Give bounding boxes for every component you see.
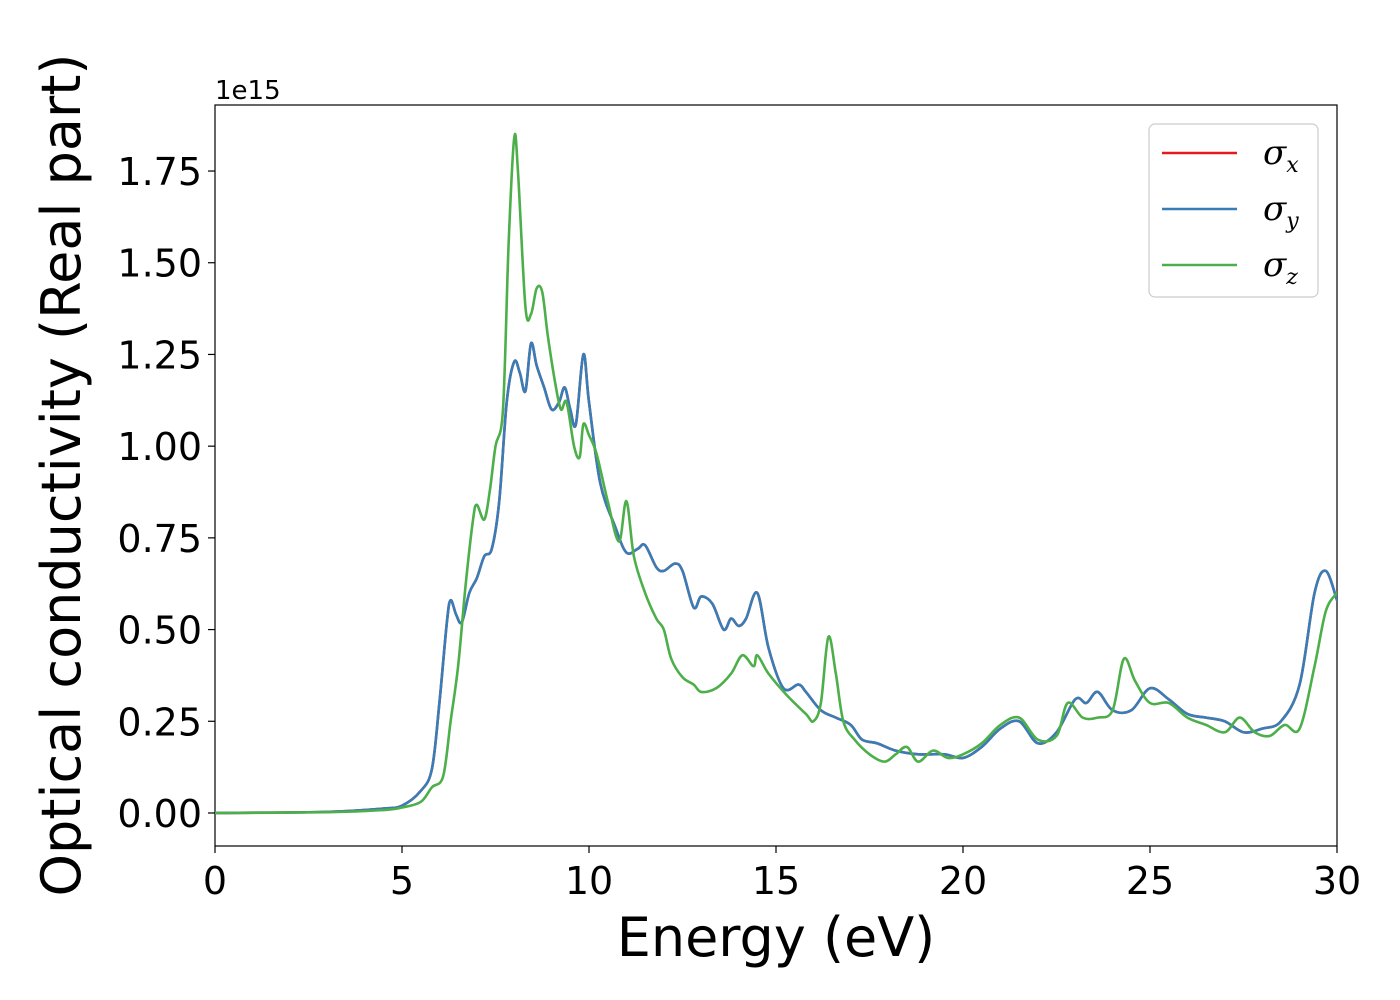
- x-tick-label: 30: [1313, 859, 1361, 903]
- y-tick-label: 0.50: [117, 609, 202, 653]
- y-tick-label: 0.75: [117, 517, 202, 561]
- y-axis: 0.00 0.25 0.50 0.75 1.00 1.25 1.50 1.75: [117, 150, 215, 836]
- y-tick-label: 0.25: [117, 700, 202, 744]
- x-axis-title: Energy (eV): [617, 906, 936, 969]
- series-group: [215, 132, 1337, 815]
- x-tick-label: 0: [203, 859, 227, 903]
- y-tick-label: 1.50: [117, 242, 202, 286]
- x-tick-label: 10: [565, 859, 613, 903]
- series-line-y: [215, 341, 1337, 815]
- y-tick-label: 1.25: [117, 333, 202, 377]
- series-line-z: [215, 132, 1337, 815]
- y-axis-title: Optical conductivity (Real part): [30, 54, 93, 897]
- series-line-x: [215, 341, 1337, 815]
- y-tick-label: 1.00: [117, 425, 202, 469]
- x-tick-label: 5: [390, 859, 414, 903]
- legend-box: [1148, 123, 1319, 298]
- x-tick-label: 15: [752, 859, 800, 903]
- y-tick-label: 0.00: [117, 792, 202, 836]
- x-tick-label: 20: [939, 859, 987, 903]
- y-tick-label: 1.75: [117, 150, 202, 194]
- x-tick-label: 25: [1126, 859, 1174, 903]
- y-offset-label: 1e15: [215, 76, 281, 106]
- x-axis: 0 5 10 15 20 25 30: [203, 846, 1361, 903]
